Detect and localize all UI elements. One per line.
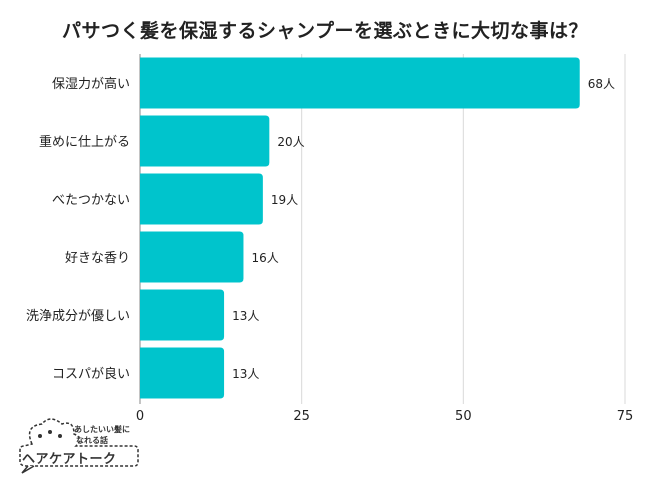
category-label: コスパが良い (52, 366, 130, 382)
value-label: 16人 (251, 251, 278, 265)
value-label: 19人 (271, 193, 298, 207)
value-label: 20人 (277, 135, 304, 149)
bar (140, 115, 270, 167)
category-label: 重めに仕上がる (39, 134, 130, 150)
bar (140, 347, 225, 399)
category-label: 洗浄成分が優しい (26, 309, 130, 324)
logo-tagline: あしたいい髪に (74, 425, 130, 434)
category-label: 保湿力が高い (52, 76, 130, 92)
bar (140, 231, 244, 283)
x-tick-label: 25 (293, 409, 310, 424)
value-labels: 68人 20人 19人 16人 13人 13人 (232, 77, 615, 381)
value-label: 13人 (232, 309, 259, 323)
bars (140, 57, 580, 399)
bar (140, 57, 580, 109)
logo-name: ヘアケアトーク (22, 452, 117, 467)
brand-logo: あしたいい髪に なれる話 ヘアケアトーク (14, 416, 144, 474)
category-label: べたつかない (52, 193, 130, 208)
x-tick-label: 0 (136, 409, 144, 424)
logo-tagline: なれる話 (76, 436, 108, 445)
category-label: 好きな香り (65, 251, 130, 266)
x-tick-label: 50 (455, 409, 472, 424)
x-tick-labels: 0 25 50 75 (136, 409, 633, 424)
speech-bubble-icon (19, 418, 139, 474)
chart-title: パサつく髪を保湿するシャンプーを選ぶときに大切な事は？ (62, 20, 588, 42)
grid-lines (139, 54, 626, 404)
value-label: 68人 (588, 77, 615, 91)
x-tick-label: 75 (617, 409, 634, 424)
bar (140, 289, 225, 341)
bar (140, 173, 263, 225)
value-label: 13人 (232, 367, 259, 381)
